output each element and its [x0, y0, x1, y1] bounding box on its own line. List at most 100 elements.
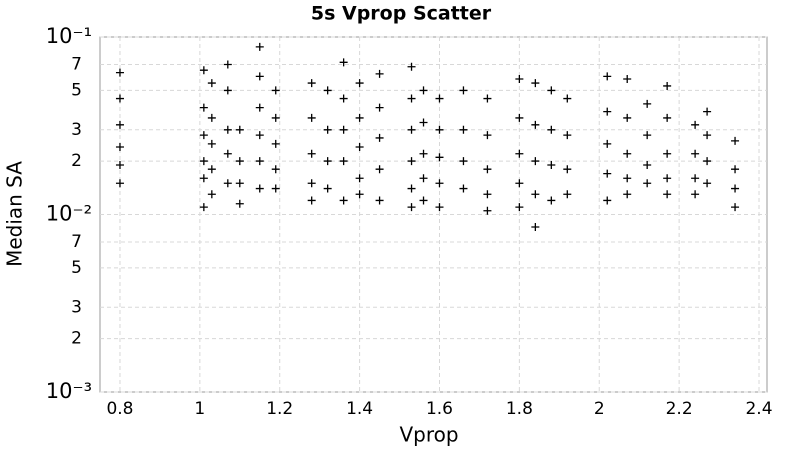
x-tick-label: 1 [194, 399, 205, 419]
x-axis-label: Vprop [399, 423, 458, 447]
scatter-point [547, 125, 556, 134]
scatter-point [223, 179, 232, 188]
scatter-point [515, 179, 524, 188]
scatter-point [563, 190, 572, 199]
scatter-point [375, 196, 384, 205]
scatter-point [223, 60, 232, 69]
y-tick-label: 10⁻¹ [46, 24, 92, 48]
scatter-point [375, 165, 384, 174]
scatter-point [235, 199, 244, 208]
scatter-point [115, 94, 124, 103]
scatter-point [407, 94, 416, 103]
scatter-point [459, 86, 468, 95]
scatter-point [419, 86, 428, 95]
scatter-point [407, 157, 416, 166]
scatter-point [307, 179, 316, 188]
scatter-point [563, 165, 572, 174]
scatter-point [691, 174, 700, 183]
scatter-point [323, 184, 332, 193]
scatter-point [435, 179, 444, 188]
scatter-point [515, 113, 524, 122]
y-tick-label: 3 [71, 297, 82, 317]
scatter-point [643, 161, 652, 170]
scatter-point [483, 190, 492, 199]
scatter-point [643, 131, 652, 140]
scatter-point [603, 196, 612, 205]
scatter-point [459, 184, 468, 193]
scatter-point [407, 125, 416, 134]
scatter-point [419, 196, 428, 205]
scatter-point [407, 62, 416, 71]
scatter-point [691, 149, 700, 158]
scatter-point [483, 165, 492, 174]
scatter-point [355, 143, 364, 152]
scatter-point [323, 125, 332, 134]
scatter-point [731, 203, 740, 212]
x-tick-label: 1.4 [346, 399, 373, 419]
scatter-point [603, 107, 612, 116]
scatter-point [339, 58, 348, 67]
scatter-point [355, 79, 364, 88]
scatter-point [115, 143, 124, 152]
scatter-point [355, 174, 364, 183]
scatter-point [547, 196, 556, 205]
scatter-point [375, 69, 384, 78]
scatter-point [703, 131, 712, 140]
scatter-point [531, 157, 540, 166]
scatter-point [663, 113, 672, 122]
scatter-point [199, 174, 208, 183]
scatter-point [483, 131, 492, 140]
scatter-point [323, 86, 332, 95]
scatter-point [603, 72, 612, 81]
scatter-point [407, 203, 416, 212]
scatter-point [691, 190, 700, 199]
scatter-point [223, 149, 232, 158]
scatter-point [547, 161, 556, 170]
y-tick-label: 2 [71, 151, 82, 171]
scatter-point [235, 157, 244, 166]
scatter-point [623, 74, 632, 83]
scatter-point [515, 149, 524, 158]
scatter-point [703, 157, 712, 166]
scatter-point [531, 223, 540, 232]
scatter-point [603, 169, 612, 178]
scatter-point [531, 120, 540, 129]
scatter-point [663, 149, 672, 158]
scatter-point [223, 86, 232, 95]
scatter-point [207, 113, 216, 122]
y-axis-label: Median SA [3, 161, 27, 267]
scatter-point [199, 157, 208, 166]
scatter-point [459, 157, 468, 166]
scatter-point [307, 196, 316, 205]
scatter-point [307, 149, 316, 158]
scatter-point [255, 131, 264, 140]
scatter-point [271, 86, 280, 95]
scatter-point [271, 184, 280, 193]
scatter-point [623, 149, 632, 158]
scatter-point [419, 174, 428, 183]
scatter-point [255, 72, 264, 81]
scatter-point [115, 68, 124, 77]
scatter-point [547, 86, 556, 95]
scatter-point [207, 190, 216, 199]
y-tick-label: 7 [71, 232, 82, 252]
x-tick-label: 1.6 [426, 399, 453, 419]
y-tick-label: 3 [71, 120, 82, 140]
scatter-point [663, 81, 672, 90]
y-tick-label: 7 [71, 54, 82, 74]
scatter-point [623, 113, 632, 122]
x-tick-label: 1.8 [506, 399, 533, 419]
x-tick-label: 2.2 [666, 399, 693, 419]
scatter-point [483, 206, 492, 215]
scatter-point [731, 184, 740, 193]
scatter-point [271, 165, 280, 174]
scatter-point [271, 113, 280, 122]
scatter-point [643, 99, 652, 108]
scatter-point [323, 157, 332, 166]
scatter-point [623, 174, 632, 183]
scatter-point [375, 133, 384, 142]
x-tick-label: 2 [594, 399, 605, 419]
scatter-point [435, 153, 444, 162]
scatter-point [355, 190, 364, 199]
y-tick-label: 5 [71, 80, 82, 100]
